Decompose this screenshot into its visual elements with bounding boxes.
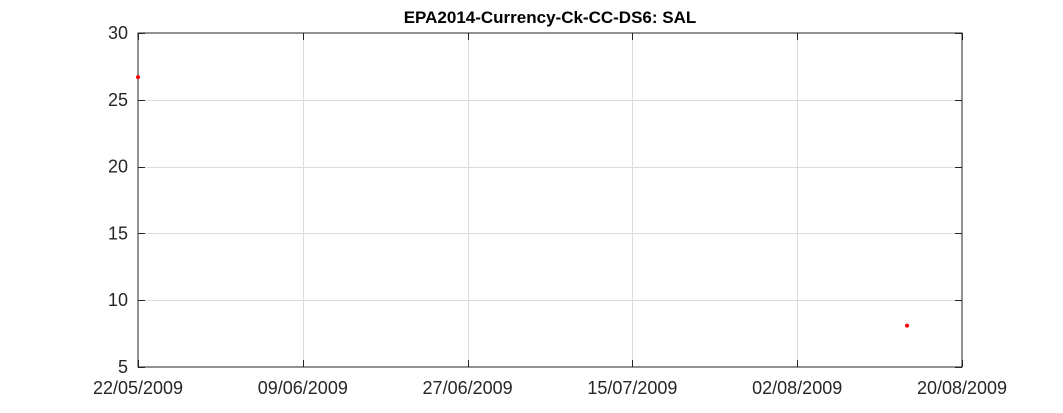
- data-points: [136, 75, 910, 328]
- x-tick-label: 09/06/2009: [258, 378, 348, 398]
- x-tick-label: 02/08/2009: [752, 378, 842, 398]
- chart-title: EPA2014-Currency-Ck-CC-DS6: SAL: [404, 8, 697, 27]
- axes-box: [137, 32, 963, 368]
- data-point: [136, 75, 140, 80]
- y-tick-label: 20: [108, 157, 128, 177]
- y-tick-labels: 5 10 15 20 25 30: [108, 23, 128, 377]
- x-tick-label: 27/06/2009: [423, 378, 513, 398]
- grid: [138, 33, 962, 367]
- x-tick-labels: 22/05/2009 09/06/2009 27/06/2009 15/07/2009…: [93, 378, 1007, 398]
- x-tick-label: 20/08/2009: [917, 378, 1007, 398]
- y-tick-label: 25: [108, 90, 128, 110]
- y-tick-label: 5: [118, 357, 128, 377]
- ticks: [138, 33, 963, 368]
- y-tick-label: 30: [108, 23, 128, 43]
- plot-area: [138, 33, 962, 367]
- x-tick-label: 15/07/2009: [587, 378, 677, 398]
- y-tick-label: 15: [108, 223, 128, 243]
- y-tick-label: 10: [108, 290, 128, 310]
- data-point: [905, 323, 910, 328]
- x-tick-label: 22/05/2009: [93, 378, 183, 398]
